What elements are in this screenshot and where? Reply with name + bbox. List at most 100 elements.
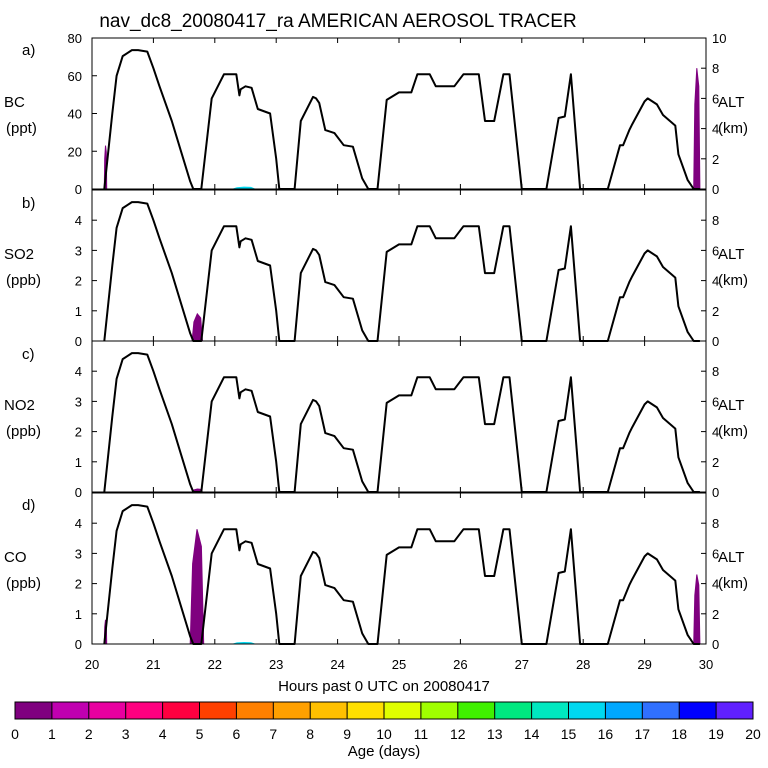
colorbar-tick-label: 9	[343, 726, 351, 742]
colorbar-tick-label: 5	[196, 726, 204, 742]
y2-tick-label: 4	[712, 122, 719, 137]
panel-letter: b)	[22, 195, 35, 212]
colorbar-tick-label: 0	[11, 726, 19, 742]
y-tick-label: 2	[75, 274, 82, 289]
colorbar-tick-label: 17	[635, 726, 651, 742]
colorbar-swatch	[457, 702, 496, 719]
y-tick-label: 20	[68, 144, 82, 159]
x-tick-label: 28	[576, 657, 590, 672]
colorbar-swatch	[642, 702, 680, 719]
unit-label: (ppt)	[6, 120, 37, 137]
y2-tick-label: 6	[712, 91, 719, 106]
species-label: BC	[4, 94, 25, 111]
colorbar-swatch	[679, 702, 717, 719]
x-tick-label: 25	[392, 657, 406, 672]
y2-label: ALT	[718, 549, 744, 566]
y2-tick-label: 2	[712, 152, 719, 167]
unit-label: (ppb)	[6, 423, 41, 440]
colorbar-tick-label: 4	[159, 726, 167, 742]
colorbar-swatch	[199, 702, 237, 719]
colorbar-swatch	[494, 702, 533, 719]
y2-tick-label: 8	[712, 516, 719, 531]
y2-tick-label: 6	[712, 243, 719, 258]
x-tick-label: 27	[515, 657, 529, 672]
y-tick-label: 1	[75, 607, 82, 622]
colorbar-swatch	[347, 702, 385, 719]
unit-label: (ppb)	[6, 575, 41, 592]
y2-tick-label: 4	[712, 274, 719, 289]
panels: 0204060800246810a)BC(ppt)ALT(km)01234024…	[4, 31, 748, 672]
altitude-line	[103, 49, 700, 190]
panel-bc: 0 20 40 60 80 0 2 4 6 8 10 a) BC (ppt) ALT (km)	[4, 31, 748, 197]
y2-tick-label: 8	[712, 213, 719, 228]
colorbar-swatch	[51, 702, 90, 719]
x-tick-label: 20	[85, 657, 99, 672]
colorbar-swatch	[716, 702, 754, 719]
altitude-line	[103, 201, 700, 342]
colorbar-tick-label: 19	[708, 726, 724, 742]
y2-tick-label: 6	[712, 394, 719, 409]
y2-tick-label: 0	[712, 637, 719, 652]
colorbar-swatch	[236, 702, 274, 719]
species-label: CO	[4, 549, 27, 566]
colorbar-tick-label: 6	[233, 726, 241, 742]
panel-letter: d)	[22, 497, 35, 514]
panel-so2: 0 1 2 3 4 0 2 4 6 8 b) SO2 (ppb) ALT (km)	[4, 189, 748, 349]
y2-unit-label: (km)	[718, 272, 748, 289]
y-tick-label: 4	[75, 364, 82, 379]
colorbar-tick-label: 7	[269, 726, 277, 742]
y-tick-label: 0	[75, 485, 82, 500]
species-label: NO2	[4, 397, 35, 414]
panel-no2: 0 1 2 3 4 0 2 4 6 8 c) NO2 (ppb) ALT (km)	[4, 340, 748, 500]
colorbar-tick-label: 12	[450, 726, 466, 742]
y-tick-label: 2	[75, 577, 82, 592]
x-tick-label: 26	[453, 657, 467, 672]
y-tick-label: 0	[75, 334, 82, 349]
colorbar-swatch	[273, 702, 311, 719]
colorbar-swatch	[531, 702, 569, 719]
chart-title: nav_dc8_20080417_ra AMERICAN AEROSOL TRA…	[99, 11, 576, 32]
colorbar-tick-label: 18	[671, 726, 687, 742]
y2-tick-label: 2	[712, 455, 719, 470]
colorbar-tick-label: 10	[376, 726, 392, 742]
y2-tick-label: 4	[712, 425, 719, 440]
y-tick-label: 1	[75, 304, 82, 319]
x-axis-label: Hours past 0 UTC on 20080417	[278, 678, 490, 695]
y2-tick-label: 0	[712, 334, 719, 349]
colorbar-swatch	[420, 702, 459, 719]
y2-label: ALT	[718, 397, 744, 414]
y-tick-label: 0	[75, 637, 82, 652]
y2-unit-label: (km)	[718, 120, 748, 137]
panel-letter: a)	[22, 42, 35, 59]
x-tick-label: 21	[146, 657, 160, 672]
y-tick-label: 0	[75, 182, 82, 197]
colorbar-swatch	[125, 702, 164, 719]
y2-tick-label: 2	[712, 304, 719, 319]
y2-tick-label: 2	[712, 607, 719, 622]
y-tick-label: 3	[75, 546, 82, 561]
colorbar-swatch	[88, 702, 127, 719]
y2-tick-label: 8	[712, 61, 719, 76]
y2-unit-label: (km)	[718, 423, 748, 440]
y-tick-label: 4	[75, 516, 82, 531]
y-tick-label: 3	[75, 243, 82, 258]
tracer-fill	[693, 574, 701, 645]
colorbar-tick-label: 2	[85, 726, 93, 742]
colorbar-tick-label: 1	[48, 726, 56, 742]
colorbar-swatch	[15, 702, 53, 719]
y-tick-label: 1	[75, 455, 82, 470]
y2-tick-label: 8	[712, 364, 719, 379]
y2-tick-label: 0	[712, 485, 719, 500]
altitude-line	[103, 352, 700, 493]
y2-tick-label: 0	[712, 182, 719, 197]
y2-tick-label: 6	[712, 546, 719, 561]
y2-unit-label: (km)	[718, 575, 748, 592]
x-tick-label: 22	[208, 657, 222, 672]
y-tick-label: 4	[75, 213, 82, 228]
colorbar-tick-label: 15	[561, 726, 577, 742]
colorbar-tick-label: 13	[487, 726, 503, 742]
y2-label: ALT	[718, 246, 744, 263]
tracer-fill	[189, 529, 205, 645]
